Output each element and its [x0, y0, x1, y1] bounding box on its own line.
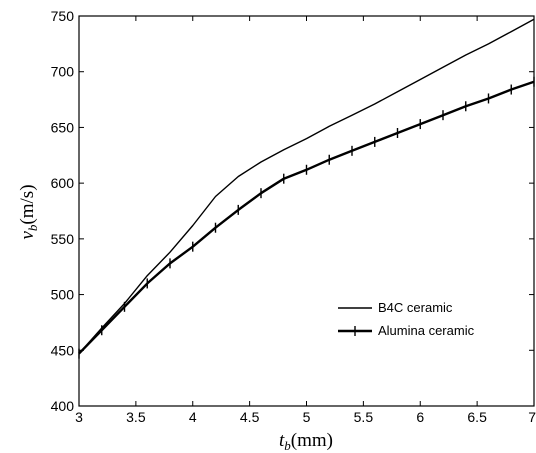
y-tick-label: 750	[51, 8, 75, 24]
x-tick-label: 7	[528, 409, 536, 425]
x-tick-label: 5.5	[354, 409, 374, 425]
y-axis-label: vb(m/s)	[17, 184, 40, 239]
y-axis-label-main: v	[17, 231, 38, 240]
x-tick-label: 4	[189, 409, 197, 425]
axis-ticks: 3 3.5 4 4.5 5 5.5 6 6.5 7 400 450 500 550 600 650 700 75…	[51, 8, 536, 425]
series-layer	[78, 18, 535, 359]
x-tick-label: 3	[75, 409, 83, 425]
x-tick-label: 4.5	[240, 409, 260, 425]
y-tick-label: 500	[51, 287, 75, 303]
x-axis-label-sub: b	[284, 438, 291, 453]
x-axis-label-main: t	[279, 430, 285, 451]
x-tick-label: 3.5	[126, 409, 146, 425]
y-axis-label-sub: b	[25, 224, 40, 231]
x-tick-label: 6	[416, 409, 424, 425]
y-axis-label-unit: (m/s)	[17, 184, 38, 224]
y-tick-label: 700	[51, 64, 75, 80]
y-tick-label: 400	[51, 398, 75, 414]
x-tick-label: 6.5	[467, 409, 487, 425]
legend-label-alumina: Alumina ceramic	[378, 323, 475, 338]
legend: B4C ceramic Alumina ceramic	[330, 290, 528, 350]
x-tick-label: 5	[303, 409, 311, 425]
y-tick-label: 550	[51, 231, 75, 247]
x-axis-label: tb(mm)	[279, 430, 333, 453]
x-axis-label-unit: (mm)	[291, 430, 333, 451]
y-tick-label: 650	[51, 119, 75, 135]
series-line-b4c	[78, 18, 535, 355]
legend-box	[330, 290, 528, 350]
y-tick-label: 450	[51, 342, 75, 358]
y-tick-label: 600	[51, 175, 75, 191]
legend-label-b4c: B4C ceramic	[378, 300, 453, 315]
